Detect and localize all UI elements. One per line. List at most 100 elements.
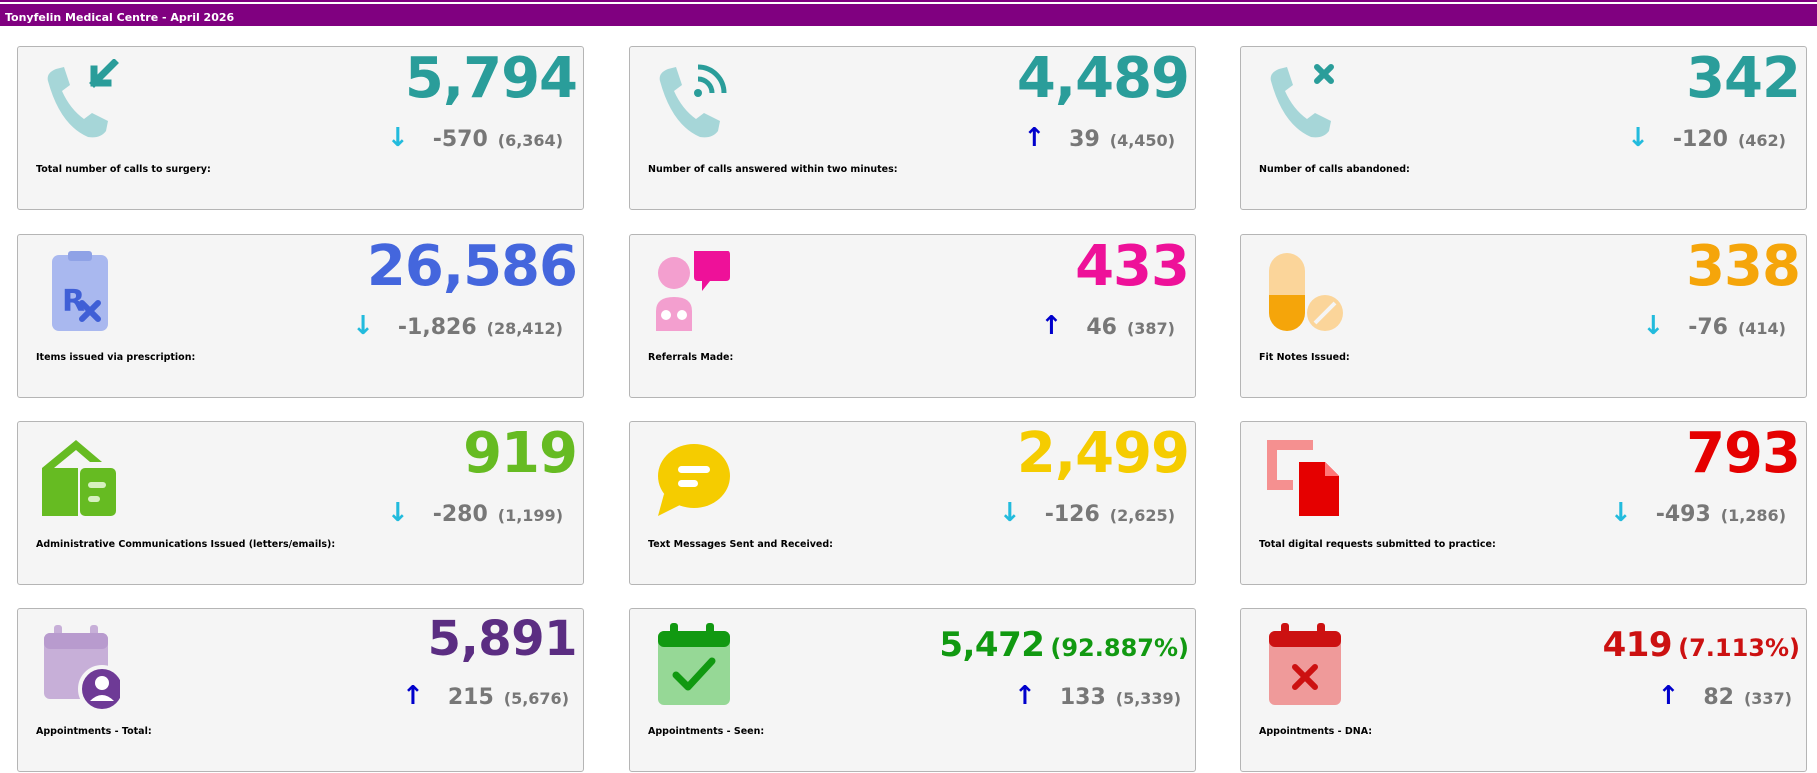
change-delta: 46: [1086, 315, 1117, 340]
metric-value-number: 5,472: [939, 625, 1045, 665]
metric-change: ↓ -126 (2,625): [999, 498, 1175, 528]
metric-change: ↓ -493 (1,286): [1610, 498, 1786, 528]
arrow-up-icon: ↑: [1014, 681, 1036, 711]
doctor-referral-icon: [652, 247, 732, 337]
card-calls-total: 5,794 ↓ -570 (6,364) Total number of cal…: [17, 46, 584, 210]
metric-change: ↑ 215 (5,676): [402, 681, 569, 711]
metric-change: ↑ 133 (5,339): [1014, 681, 1181, 711]
metric-label: Total digital requests submitted to prac…: [1259, 539, 1496, 550]
metric-label: Appointments - Seen:: [648, 726, 765, 737]
metric-value: 4,489: [1016, 46, 1190, 111]
metric-change: ↑ 46 (387): [1041, 311, 1175, 341]
card-digital-requests: 793 ↓ -493 (1,286) Total digital request…: [1240, 421, 1807, 585]
metric-label: Number of calls abandoned:: [1259, 164, 1410, 175]
metric-value: 433: [1075, 234, 1190, 299]
change-delta: -280: [432, 502, 488, 527]
calendar-cross-icon: [1263, 621, 1343, 711]
card-prescriptions: R 26,586 ↓ -1,826 (28,412) Items issued …: [17, 234, 584, 398]
mail-house-icon: [40, 434, 120, 524]
metric-value-number: 5,891: [427, 611, 578, 667]
previous-value: (2,625): [1109, 506, 1175, 525]
metric-value: 342: [1686, 46, 1801, 111]
arrow-down-icon: ↓: [386, 123, 409, 153]
previous-value: (337): [1743, 689, 1792, 708]
metric-change: ↓ -280 (1,199): [387, 498, 563, 528]
metric-value-number: 419: [1602, 625, 1673, 665]
card-appointments-seen: 5,472 (92.887%) ↑ 133 (5,339) Appointment…: [629, 608, 1196, 772]
arrow-down-icon: ↓: [386, 498, 409, 528]
metric-value: 793: [1686, 421, 1801, 486]
metric-percent: (92.887%): [1050, 634, 1189, 662]
pills-icon: [1263, 247, 1343, 337]
change-delta: -1,826: [397, 315, 477, 340]
change-delta: 82: [1703, 685, 1734, 710]
previous-value: (387): [1126, 319, 1175, 338]
metric-value: 338: [1686, 234, 1801, 299]
metric-label: Text Messages Sent and Received:: [648, 539, 833, 550]
card-text-messages: 2,499 ↓ -126 (2,625) Text Messages Sent …: [629, 421, 1196, 585]
metric-change: ↓ -570 (6,364): [387, 123, 563, 153]
previous-value: (462): [1737, 131, 1786, 150]
change-delta: -570: [432, 127, 488, 152]
dashboard-title-bar: Tonyfelin Medical Centre - April 2026: [0, 0, 1817, 26]
metric-label: Appointments - DNA:: [1259, 726, 1373, 737]
metric-label: Appointments - Total:: [36, 726, 152, 737]
change-delta: -126: [1044, 502, 1100, 527]
arrow-up-icon: ↑: [1040, 311, 1063, 341]
metric-label: Total number of calls to surgery:: [36, 164, 211, 175]
change-delta: -120: [1672, 127, 1728, 152]
metric-label: Referrals Made:: [648, 352, 734, 363]
change-delta: 215: [447, 685, 494, 710]
previous-value: (28,412): [486, 319, 563, 338]
phone-missed-icon: [1263, 59, 1343, 149]
dashboard-title: Tonyfelin Medical Centre - April 2026: [5, 11, 235, 24]
metric-value: 419 (7.113%): [1603, 625, 1800, 666]
metric-change: ↓ -1,826 (28,412): [352, 311, 563, 341]
metric-value: 26,586: [366, 234, 578, 299]
metric-change: ↑ 39 (4,450): [1023, 123, 1175, 153]
change-delta: -493: [1655, 502, 1711, 527]
metric-label: Number of calls answered within two minu…: [648, 164, 898, 175]
card-appointments-total: 5,891 ↑ 215 (5,676) Appointments - Total…: [17, 608, 584, 772]
calendar-person-icon: [40, 621, 120, 711]
card-appointments-dna: 419 (7.113%) ↑ 82 (337) Appointments - DN…: [1240, 608, 1807, 772]
arrow-down-icon: ↓: [998, 498, 1021, 528]
change-delta: 39: [1069, 127, 1100, 152]
change-delta: -76: [1688, 315, 1728, 340]
metric-value: 5,891: [427, 611, 578, 669]
card-calls-abandoned: 342 ↓ -120 (462) Number of calls abandon…: [1240, 46, 1807, 210]
arrow-up-icon: ↑: [402, 681, 424, 711]
metric-label: Fit Notes Issued:: [1259, 352, 1350, 363]
chat-bubble-icon: [652, 434, 732, 524]
previous-value: (1,199): [497, 506, 563, 525]
metric-change: ↓ -76 (414): [1642, 311, 1786, 341]
previous-value: (1,286): [1720, 506, 1786, 525]
metrics-grid: 5,794 ↓ -570 (6,364) Total number of cal…: [0, 26, 1817, 773]
card-calls-answered: 4,489 ↑ 39 (4,450) Number of calls answe…: [629, 46, 1196, 210]
previous-value: (414): [1737, 319, 1786, 338]
arrow-up-icon: ↑: [1657, 681, 1680, 711]
card-referrals: 433 ↑ 46 (387) Referrals Made:: [629, 234, 1196, 398]
change-delta: 133: [1059, 685, 1106, 710]
metric-label: Items issued via prescription:: [36, 352, 196, 363]
arrow-down-icon: ↓: [352, 311, 374, 341]
previous-value: (5,339): [1115, 689, 1181, 708]
metric-value: 919: [463, 421, 578, 486]
metric-label: Administrative Communications Issued (le…: [36, 539, 336, 550]
phone-signal-icon: [652, 59, 732, 149]
prescription-icon: R: [40, 247, 120, 337]
digital-request-icon: [1263, 434, 1343, 524]
previous-value: (5,676): [503, 689, 569, 708]
arrow-down-icon: ↓: [1627, 123, 1649, 153]
previous-value: (4,450): [1109, 131, 1175, 150]
metric-value: 2,499: [1016, 421, 1190, 486]
arrow-down-icon: ↓: [1609, 498, 1632, 528]
previous-value: (6,364): [497, 131, 563, 150]
metric-value: 5,472 (92.887%): [939, 625, 1189, 666]
metric-percent: (7.113%): [1678, 634, 1800, 662]
phone-incoming-icon: [40, 59, 120, 149]
calendar-check-icon: [652, 621, 732, 711]
metric-change: ↑ 82 (337): [1658, 681, 1792, 711]
metric-value: 5,794: [404, 46, 578, 111]
svg-text:R: R: [62, 284, 85, 319]
